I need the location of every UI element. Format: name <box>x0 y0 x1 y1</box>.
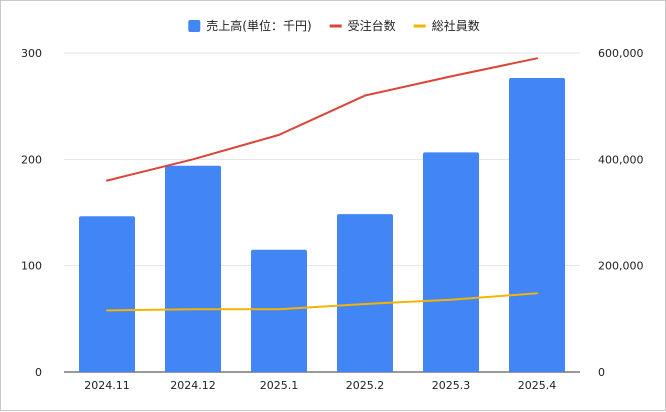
legend-swatch <box>188 20 201 32</box>
bar <box>79 216 135 372</box>
legend-label: 総社員数 <box>432 18 480 33</box>
right-axis-tick-label: 600,000 <box>598 47 644 60</box>
bar <box>251 249 307 372</box>
right-axis-tick-label: 200,000 <box>598 260 644 273</box>
legend-label: 受注台数 <box>348 18 396 33</box>
x-axis-tick-label: 2025.1 <box>260 379 299 392</box>
line-series <box>106 57 538 312</box>
right-axis-tick-label: 0 <box>598 366 605 379</box>
x-axis-tick-label: 2024.12 <box>170 379 216 392</box>
bar <box>423 152 479 372</box>
series-line <box>106 57 538 182</box>
right-axis-ticks: 0 200,000 400,000 600,000 <box>598 47 644 379</box>
x-axis-tick-label: 2025.2 <box>346 379 385 392</box>
legend-label: 売上高(単位：千円) <box>206 18 311 33</box>
series-line <box>106 292 538 312</box>
x-axis-ticks: 2024.11 2024.12 2025.1 2025.2 2025.3 2025.4 <box>84 379 556 392</box>
x-axis-tick-label: 2025.4 <box>518 379 557 392</box>
x-axis-tick-label: 2025.3 <box>432 379 471 392</box>
left-axis-ticks: 0 100 200 300 <box>21 47 42 379</box>
bar <box>337 214 393 372</box>
left-axis-tick-label: 0 <box>35 366 42 379</box>
bar <box>165 165 221 372</box>
right-axis-tick-label: 400,000 <box>598 153 644 166</box>
left-axis-tick-label: 200 <box>21 153 42 166</box>
x-axis-tick-label: 2024.11 <box>84 379 130 392</box>
bar <box>509 77 565 372</box>
legend: 売上高(単位：千円) 受注台数 総社員数 <box>188 18 480 33</box>
left-axis-tick-label: 300 <box>21 47 42 60</box>
left-axis-tick-label: 100 <box>21 260 42 273</box>
legend-swatch <box>413 24 426 28</box>
grid-lines <box>64 52 580 373</box>
legend-swatch <box>329 24 342 28</box>
bar-series <box>79 77 565 372</box>
